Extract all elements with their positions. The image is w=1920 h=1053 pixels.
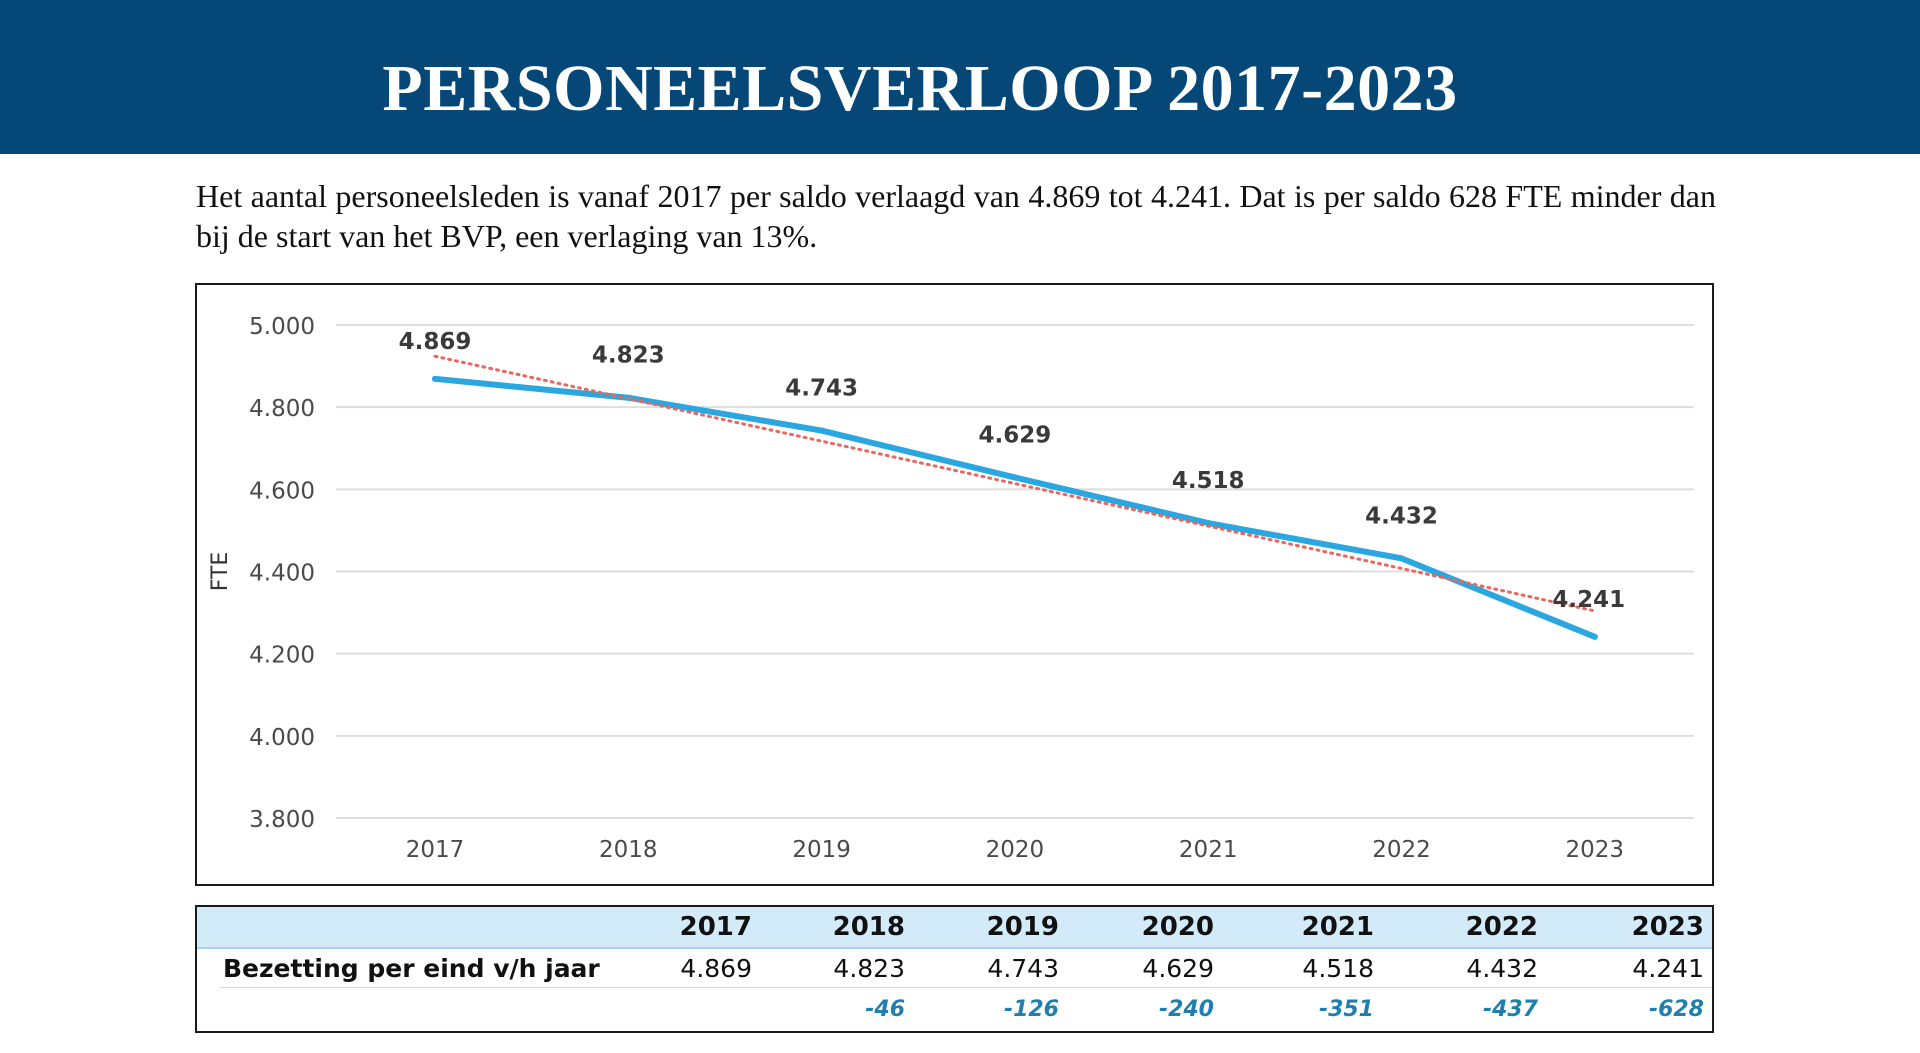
table-year-header: 2018 [832,912,905,942]
intro-paragraph: Het aantal personeelsleden is vanaf 2017… [196,178,1716,254]
data-label: 4.629 [979,422,1052,448]
x-tick-label: 2022 [1372,837,1431,863]
table-value-cell: 4.823 [833,953,905,983]
data-table: 2017 2018 2019 2020 2021 2022 2023 Bezetting p… [195,905,1714,1033]
table-diff-cell: -126 [1003,996,1059,1022]
table-diff-cell: -46 [865,996,905,1022]
y-tick-label: 4.000 [249,725,315,751]
data-point [1011,474,1018,481]
table-year-header: 2019 [986,912,1059,942]
table-value-cell: 4.518 [1302,953,1374,983]
table-value-cell: 4.241 [1632,953,1704,983]
table-divider [219,987,1712,988]
title-banner: PERSONEELSVERLOOP 2017-2023 [0,0,1920,154]
table-year-header: 2021 [1301,912,1374,942]
data-label: 4.743 [785,376,858,402]
table-diff-cell: -628 [1648,996,1704,1022]
table-year-header: 2022 [1465,912,1538,942]
data-point [1591,633,1598,640]
table-header-row: 2017 2018 2019 2020 2021 2022 2023 [197,907,1712,949]
data-label: 4.241 [1552,587,1625,613]
data-point [818,427,825,434]
page-title: PERSONEELSVERLOOP 2017-2023 [382,52,1458,125]
x-tick-label: 2019 [792,837,851,863]
data-label: 4.869 [399,329,472,355]
table-diff-row: -46 -126 -240 -351 -437 -628 [197,989,1712,1029]
table-value-row: Bezetting per eind v/h jaar 4.869 4.823 4.… [197,949,1712,987]
data-label: 4.518 [1172,468,1245,494]
table-row-label: Bezetting per eind v/h jaar [223,953,600,983]
line-chart: 5.000 4.800 4.600 4.400 4.200 4.000 3.800 FTE 20… [208,314,1694,863]
table-diff-cell [602,989,752,1029]
y-tick-label: 4.800 [249,396,315,422]
data-label: 4.432 [1365,503,1438,529]
x-tick-label: 2020 [986,837,1045,863]
table-value-cell: 4.629 [1142,953,1214,983]
y-tick-label: 3.800 [249,807,315,833]
table-diff-cell: -351 [1318,996,1374,1022]
table-value-cell: 4.743 [987,953,1059,983]
table-year-header: 2017 [679,912,752,942]
table-diff-cell: -240 [1158,996,1214,1022]
x-tick-label: 2023 [1566,837,1625,863]
y-tick-label: 4.200 [249,643,315,669]
y-tick-label: 4.600 [249,478,315,504]
table-year-header: 2020 [1141,912,1214,942]
x-tick-label: 2017 [406,837,465,863]
data-label: 4.823 [592,343,665,369]
table-value-cell: 4.869 [680,953,752,983]
x-tick-label: 2021 [1179,837,1238,863]
data-point [432,375,438,382]
trendline [433,354,1597,613]
table-value-cell: 4.432 [1466,953,1538,983]
data-point [1398,555,1405,562]
x-tick-label: 2018 [599,837,658,863]
y-tick-label: 5.000 [249,314,315,340]
table-year-header: 2023 [1631,912,1704,942]
chart-frame: 5.000 4.800 4.600 4.400 4.200 4.000 3.800 FTE 20… [195,283,1714,886]
table-diff-cell: -437 [1482,996,1538,1022]
y-tick-label: 4.400 [249,561,315,587]
y-axis-label: FTE [208,552,233,592]
data-point [1205,520,1212,527]
